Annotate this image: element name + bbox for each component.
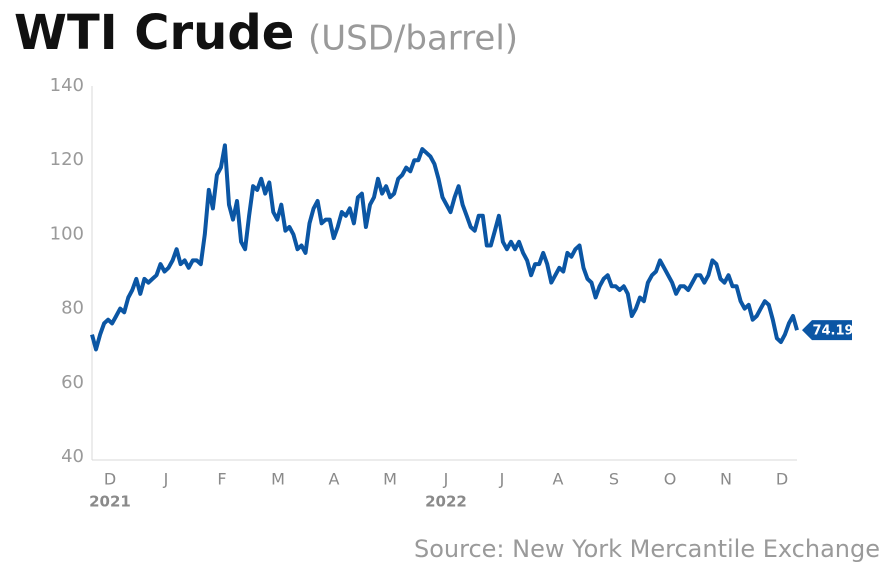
y-tick-label: 80 — [61, 298, 84, 319]
x-tick-label: F — [217, 470, 226, 489]
x-tick-label: N — [720, 470, 732, 489]
y-tick-label: 40 — [61, 446, 84, 467]
chart-title: WTI Crude — [14, 5, 294, 61]
y-tick-label: 60 — [61, 372, 84, 393]
x-tick-label: D — [776, 470, 788, 489]
price-line — [90, 143, 799, 352]
x-tick-label: S — [609, 470, 619, 489]
year-label: 2021 — [89, 493, 131, 511]
x-tick-label: J — [443, 470, 449, 489]
end-label: 74.19 — [812, 324, 853, 339]
y-tick-label: 140 — [50, 75, 84, 96]
x-tick-label: O — [664, 470, 677, 489]
y-tick-label: 100 — [50, 223, 84, 244]
x-tick-label: J — [163, 470, 169, 489]
x-tick-label: M — [383, 470, 397, 489]
chart-subtitle: (USD/barrel) — [308, 19, 518, 59]
y-tick-label: 120 — [50, 149, 84, 170]
x-tick-label: J — [499, 470, 505, 489]
x-tick-label: D — [104, 470, 116, 489]
end-label-box — [802, 320, 852, 341]
x-tick-label: M — [271, 470, 285, 489]
source: Source: New York Mercantile Exchange — [414, 535, 880, 563]
x-tick-label: A — [329, 470, 340, 489]
x-tick-label: A — [553, 470, 564, 489]
year-label: 2022 — [425, 493, 467, 511]
